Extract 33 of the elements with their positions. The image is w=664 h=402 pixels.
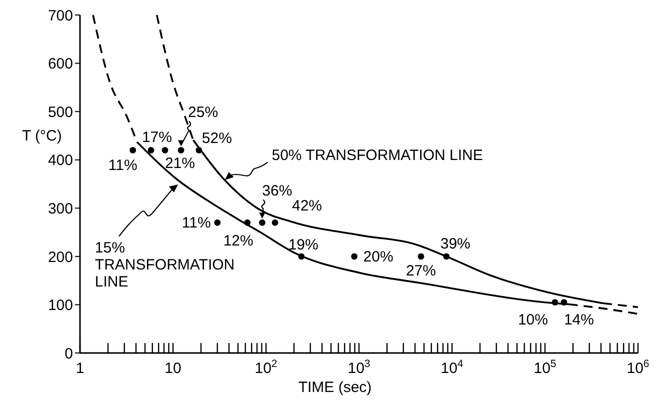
y-tick-label: 200 <box>48 248 73 266</box>
annotation: 20% <box>363 248 394 266</box>
annotation: 52% <box>202 130 232 148</box>
annotation: 11% <box>108 157 138 174</box>
x-tick-label: 10 <box>164 360 182 377</box>
y-tick-label: 400 <box>48 152 73 170</box>
annotation: 19% <box>288 236 318 254</box>
annotation: 11% <box>182 214 211 232</box>
y-tick-label: 0 <box>64 345 73 362</box>
annotation: 27% <box>406 262 436 280</box>
x-tick-label: 10$^{6}$ <box>626 358 650 377</box>
annotation: 14% <box>564 311 594 328</box>
annotation: 12% <box>223 232 254 250</box>
annotation: 17% <box>142 129 172 146</box>
annotation: 36% <box>262 182 292 200</box>
annotation: 39% <box>440 235 470 252</box>
x-tick-label: 10$^{4}$ <box>440 358 464 377</box>
y-tick-label: 700 <box>48 7 73 24</box>
y-tick-label: 500 <box>48 104 73 121</box>
annotation: 25% <box>188 104 218 122</box>
x-tick-label: 10$^{3}$ <box>348 358 370 377</box>
annotation: 21% <box>164 155 195 172</box>
y-tick-label: 100 <box>48 297 73 314</box>
y-axis-title: T (°C) <box>22 128 62 145</box>
y-tick-label: 300 <box>48 200 73 218</box>
annotation: 42% <box>292 198 322 215</box>
x-axis-title: TIME (sec) <box>298 379 372 396</box>
x-tick-label: 1 <box>76 360 84 377</box>
annotation: 50% TRANSFORMATION LINE <box>272 147 483 164</box>
annotation: 10% <box>518 311 548 328</box>
y-tick-label: 600 <box>48 56 73 73</box>
x-tick-label: 10$^{2}$ <box>254 358 278 377</box>
x-tick-label: 10$^{5}$ <box>534 358 556 377</box>
